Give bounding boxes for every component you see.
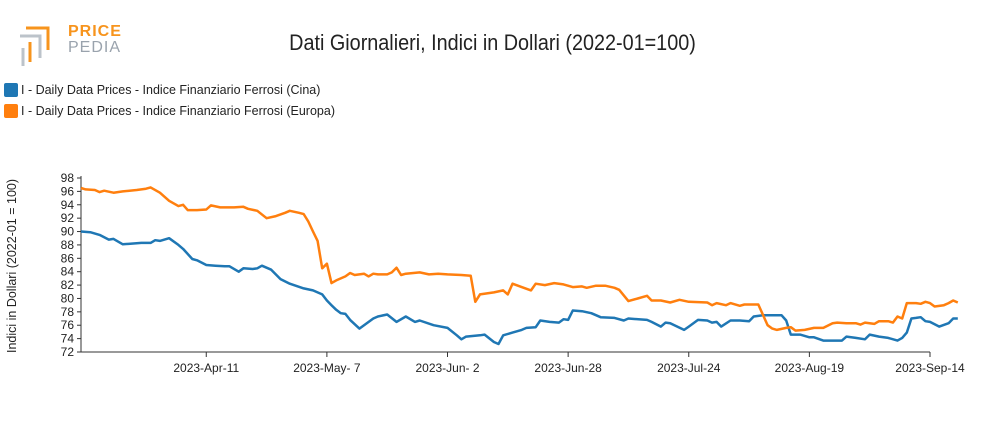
y-axis-label: Indici in Dollari (2022-01 = 100) <box>5 179 19 353</box>
x-tick-label: 2023-May- 7 <box>293 361 361 375</box>
x-tick-label: 2023-Jul-24 <box>657 361 721 375</box>
y-tick-label: 96 <box>61 184 75 198</box>
legend-item-cina[interactable]: I - Daily Data Prices - Indice Finanziar… <box>4 79 335 100</box>
y-tick: 88 <box>61 238 81 252</box>
y-tick-label: 92 <box>61 211 75 225</box>
x-tick: 2023-Aug-19 <box>775 352 845 375</box>
y-tick: 76 <box>61 318 81 332</box>
x-tick: 2023-Jun- 2 <box>415 352 480 375</box>
x-tick-label: 2023-Jun- 2 <box>415 361 479 375</box>
legend-item-europa[interactable]: I - Daily Data Prices - Indice Finanziar… <box>4 100 335 121</box>
y-tick: 86 <box>61 251 81 265</box>
y-tick-label: 94 <box>61 198 75 212</box>
y-tick: 90 <box>61 225 81 239</box>
y-tick: 82 <box>61 278 81 292</box>
logo-text-pedia: PEDIA <box>68 39 122 56</box>
y-tick-label: 76 <box>61 318 75 332</box>
x-tick: 2023-Jun-28 <box>534 352 602 375</box>
x-tick: 2023-Jul-24 <box>657 352 721 375</box>
legend-label-europa: I - Daily Data Prices - Indice Finanziar… <box>21 103 335 118</box>
chart-title: Dati Giornalieri, Indici in Dollari (202… <box>289 30 696 55</box>
y-tick-label: 88 <box>61 238 75 252</box>
y-tick-label: 86 <box>61 251 75 265</box>
logo-text-price: PRICE <box>68 23 122 40</box>
x-tick: 2023-Apr-11 <box>173 352 239 375</box>
legend-swatch-europa <box>4 103 18 118</box>
x-tick-label: 2023-Sep-14 <box>895 361 965 375</box>
y-tick: 78 <box>61 305 81 319</box>
x-tick: 2023-May- 7 <box>293 352 361 375</box>
series-lines <box>80 186 959 346</box>
x-tick-label: 2023-Aug-19 <box>775 361 845 375</box>
y-tick-label: 74 <box>61 332 75 346</box>
pricepedia-logo: PRICE PEDIA <box>18 24 128 66</box>
y-tick-label: 84 <box>61 265 75 279</box>
x-tick: 2023-Sep-14 <box>895 352 965 375</box>
y-tick: 80 <box>61 291 81 305</box>
series-line-europa <box>80 186 959 332</box>
series-line-cina <box>80 230 958 346</box>
legend-swatch-cina <box>4 82 18 97</box>
y-tick-label: 72 <box>61 345 75 359</box>
y-tick-label: 90 <box>61 225 75 239</box>
x-tick-label: 2023-Jun-28 <box>534 361 602 375</box>
y-tick: 84 <box>61 265 81 279</box>
y-tick-label: 78 <box>61 305 75 319</box>
y-tick: 72 <box>61 345 81 359</box>
legend: I - Daily Data Prices - Indice Finanziar… <box>4 79 335 121</box>
x-axis: 2023-Apr-11 2023-May- 7 2023-Jun- 2 2023-Ju… <box>81 351 965 375</box>
y-tick: 74 <box>61 332 81 346</box>
y-tick: 96 <box>61 184 81 198</box>
y-tick-label: 80 <box>61 291 75 305</box>
y-tick-label: 98 <box>61 171 75 185</box>
y-tick: 94 <box>61 198 81 212</box>
legend-label-cina: I - Daily Data Prices - Indice Finanziar… <box>21 82 321 97</box>
y-tick-label: 82 <box>61 278 75 292</box>
logo-mark-icon <box>20 26 50 66</box>
y-tick: 98 <box>61 171 81 185</box>
y-tick: 92 <box>61 211 81 225</box>
x-tick-label: 2023-Apr-11 <box>173 361 239 375</box>
